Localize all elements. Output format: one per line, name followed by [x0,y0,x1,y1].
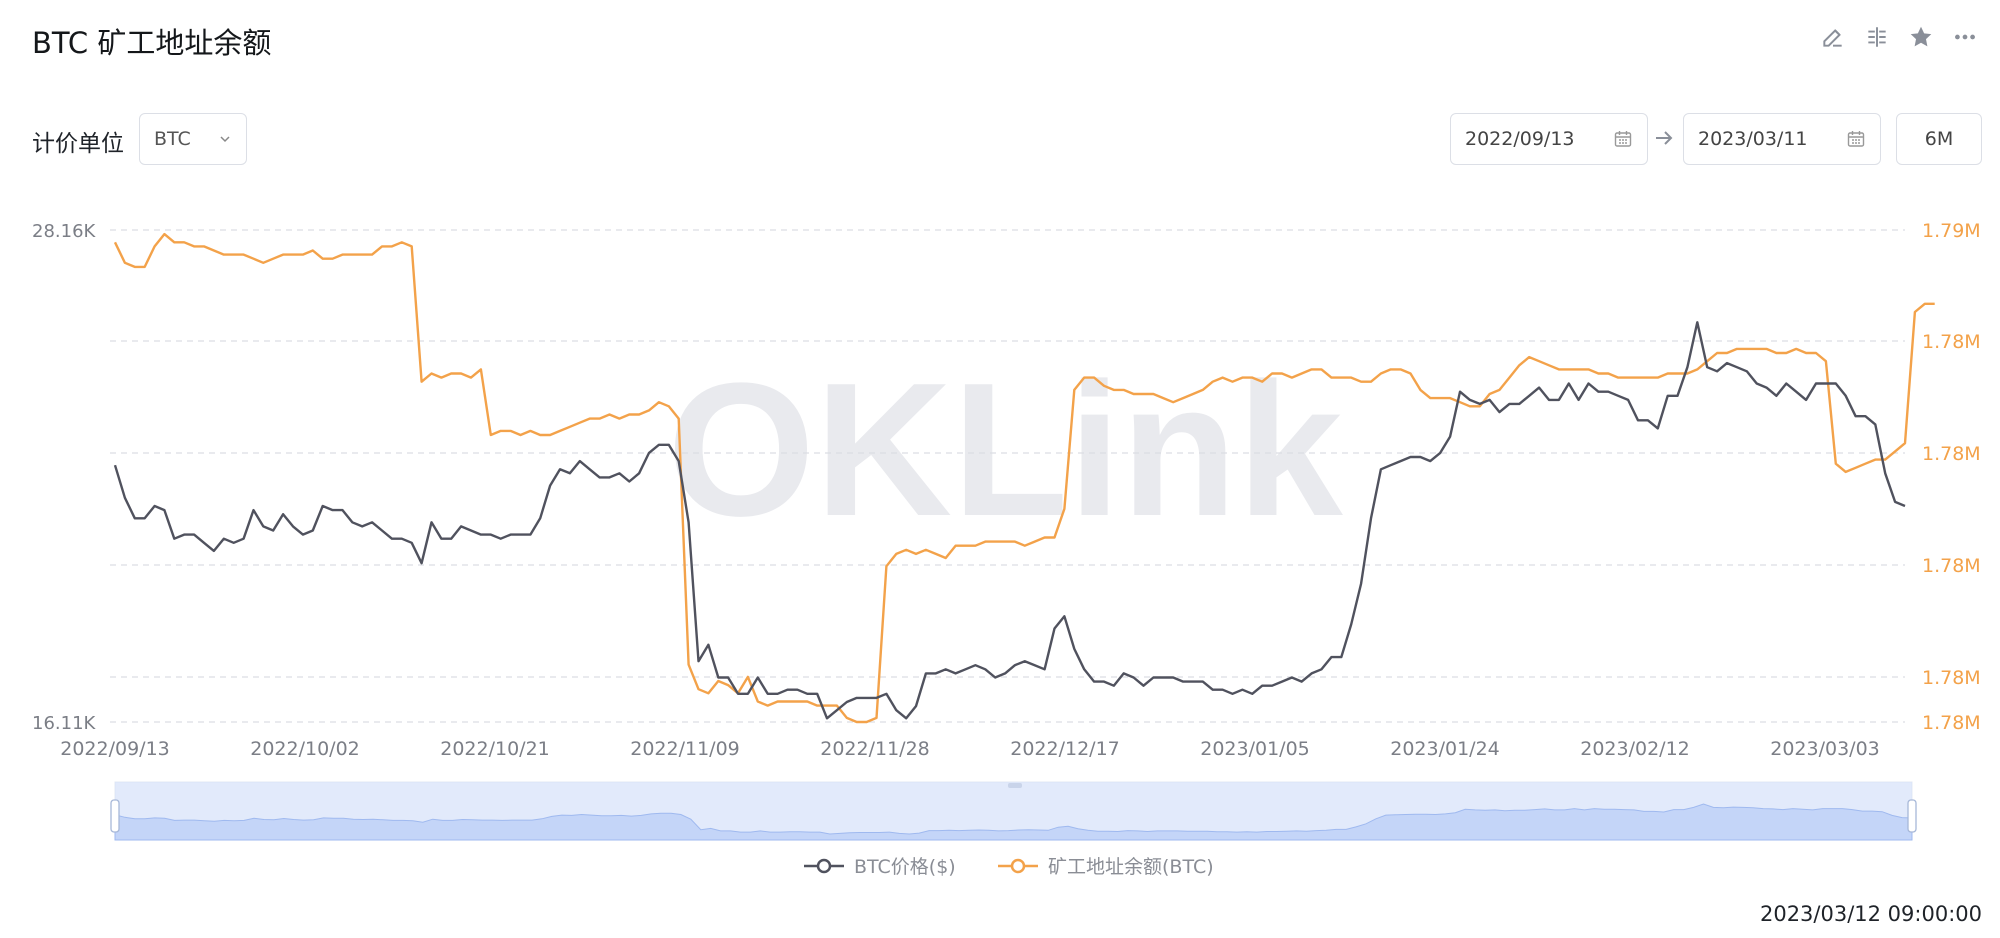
page-title: BTC 矿工地址余额 [32,26,272,60]
x-tick-label: 2022/10/21 [440,738,550,760]
toolbar [1818,22,1980,52]
x-tick-label: 2022/12/17 [1010,738,1120,760]
series-line-balance [113,232,1935,724]
series-line-price [113,321,1906,720]
unit-label: 计价单位 [32,131,124,157]
legend-balance-marker [1010,858,1026,874]
date-end-input[interactable]: 2023/03/11 [1683,113,1881,165]
legend-price-label[interactable]: BTC价格($) [854,856,956,878]
x-tick-label: 2023/01/24 [1390,738,1500,760]
x-tick-label: 2023/03/03 [1770,738,1880,760]
y-right-tick-label: 1.78M [1922,712,1981,734]
y-right-tick-label: 1.78M [1922,443,1981,465]
y-left-tick-label: 28.16K [32,221,97,242]
x-tick-label: 2022/09/13 [60,738,170,760]
date-start-input[interactable]: 2022/09/13 [1450,113,1648,165]
x-tick-label: 2022/11/09 [630,738,740,760]
arrow-right-icon [1656,131,1673,145]
unit-select-value: BTC [154,128,191,150]
star-icon[interactable] [1906,22,1936,52]
navigator-handle-right[interactable] [1907,799,1917,833]
watermark: OKLink [667,344,1343,556]
x-tick-label: 2023/02/12 [1580,738,1690,760]
y-right-tick-label: 1.78M [1922,555,1981,577]
unit-select[interactable]: BTC [139,113,247,165]
x-tick-label: 2022/10/02 [250,738,360,760]
y-right-tick-label: 1.78M [1922,667,1981,689]
chart: OKLink 28.16K 16.11K 1.79M 1.78M 1.78M 1.78M 1.… [32,220,1981,878]
y-right-tick-label: 1.78M [1922,331,1981,353]
edit-icon[interactable] [1818,22,1848,52]
x-tick-label: 2023/01/05 [1200,738,1310,760]
chevron-down-icon [220,136,230,143]
split-icon[interactable] [1862,22,1892,52]
y-right-tick-label: 1.79M [1922,220,1981,242]
date-end-value: 2023/03/11 [1698,128,1808,150]
calendar-icon [1614,131,1632,147]
navigator-drag-bar[interactable] [1008,783,1022,788]
data-timestamp: 2023/03/12 09:00:00 [1759,902,1982,926]
legend-price-marker [816,858,832,874]
calendar-icon [1847,131,1865,147]
more-icon[interactable] [1950,22,1980,52]
range-6m-button[interactable]: 6M [1896,113,1982,165]
legend-balance-label[interactable]: 矿工地址余额(BTC) [1048,856,1214,878]
y-left-tick-label: 16.11K [32,713,97,734]
x-tick-label: 2022/11/28 [820,738,930,760]
navigator-handle-left[interactable] [110,799,120,833]
date-start-value: 2022/09/13 [1465,128,1575,150]
navigator-area [114,803,1913,841]
